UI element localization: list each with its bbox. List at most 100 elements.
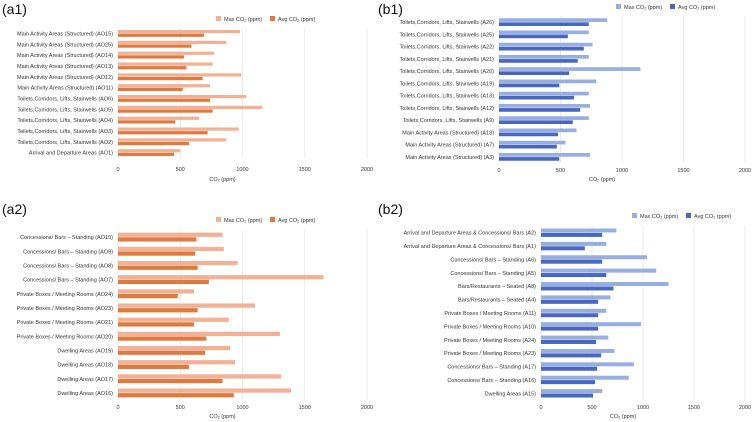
category-label: Concessions/ Bars – Standing (A17): [447, 365, 536, 371]
legend-swatch-avg: [270, 16, 275, 21]
bar-avg-co2: [541, 380, 596, 385]
bar-max-co2: [118, 84, 211, 88]
category-label: Private Boxes / Meeting Rooms (AO24): [17, 292, 113, 298]
bar-avg-co2: [541, 313, 599, 318]
bar-max-co2: [118, 374, 282, 379]
bar-max-co2: [499, 128, 577, 133]
legend-swatch-avg: [686, 213, 691, 218]
category-label: Private Boxes / Meeting Rooms (A10): [444, 324, 536, 330]
bar-max-co2: [499, 104, 591, 108]
bar-max-co2: [118, 116, 199, 120]
bar-max-co2: [499, 55, 589, 59]
bar-max-co2: [118, 29, 241, 34]
bar-avg-co2: [499, 59, 578, 63]
category-label: Toilets,Corridors, Lifts, Stairwells (A2…: [400, 32, 495, 38]
category-label: Toilets,Corridors, Lifts, Stairwells (A2…: [400, 20, 495, 26]
legend-swatch-avg: [270, 217, 275, 222]
bar-max-co2: [541, 389, 603, 394]
category-label: Bars/Restaurants – Seated (A4): [458, 298, 536, 304]
category-label: Main Activity Areas (Structured) (A18): [402, 130, 494, 136]
legend-swatch-max: [216, 217, 221, 222]
bar-max-co2: [118, 345, 231, 351]
bar-avg-co2: [118, 378, 223, 384]
bar-max-co2: [541, 228, 617, 233]
bar-avg-co2: [499, 108, 581, 112]
category-label: Toilets,Corridors, Lifts, Stairwells (A9…: [403, 118, 495, 124]
x-tick-label: 1000: [236, 405, 248, 411]
bar-max-co2: [499, 140, 566, 145]
x-axis-label: CO₂ (ppm): [209, 414, 235, 420]
bar-avg-co2: [118, 251, 196, 256]
category-label: Dwelling Areas (AO16): [57, 391, 113, 397]
bar-max-co2: [541, 241, 607, 246]
bar-max-co2: [499, 18, 608, 22]
bar-avg-co2: [499, 144, 557, 149]
bar-avg-co2: [541, 246, 585, 251]
bar-max-co2: [499, 116, 589, 120]
bar-avg-co2: [541, 286, 614, 291]
bar-max-co2: [118, 246, 224, 252]
category-label: Concessions/ Bars – Standing (AO8): [23, 263, 113, 269]
bar-avg-co2: [118, 55, 184, 59]
x-tick-label: 0: [116, 405, 119, 411]
bar-avg-co2: [541, 393, 594, 398]
legend-label-max: Max CO₂ (ppm): [624, 5, 662, 11]
panel-label-a2: (a2): [2, 201, 27, 217]
bar-avg-co2: [499, 83, 560, 88]
bar-avg-co2: [118, 393, 234, 398]
bar-avg-co2: [499, 95, 575, 100]
bar-max-co2: [118, 40, 227, 45]
category-label: Toilets,Corridors, Lifts, Stairwells (AO…: [17, 129, 113, 135]
category-label: Arrival and Departure Areas & Concession…: [404, 231, 537, 237]
x-tick-label: 2000: [361, 167, 373, 173]
bar-avg-co2: [499, 34, 568, 39]
x-tick-label: 1500: [299, 167, 311, 173]
x-tick-label: 0: [497, 168, 500, 174]
bar-max-co2: [118, 149, 181, 153]
bar-max-co2: [541, 308, 607, 313]
x-tick-label: 500: [587, 405, 596, 411]
x-tick-label: 1000: [637, 405, 649, 411]
bar-avg-co2: [118, 87, 183, 92]
category-label: Concessions/ Bars – Standing (AO9): [23, 249, 113, 255]
bar-max-co2: [541, 282, 669, 287]
bar-avg-co2: [541, 353, 602, 358]
category-label: Main Activity Areas (Structured) (AO15): [17, 31, 113, 37]
category-label: Arrival and Departure Areas (AO1): [29, 151, 113, 157]
bar-avg-co2: [499, 132, 559, 137]
x-tick-label: 500: [176, 405, 185, 411]
bar-max-co2: [499, 153, 591, 157]
category-label: Toilets,Corridors, Lifts, Stairwells (A1…: [400, 81, 495, 87]
legend-label-avg: Avg CO₂ (ppm): [278, 218, 315, 224]
bar-max-co2: [118, 331, 280, 337]
bar-max-co2: [118, 260, 238, 266]
legend-label-avg: Avg CO₂ (ppm): [694, 214, 731, 220]
bar-avg-co2: [118, 322, 194, 327]
category-label: Toilets,Corridors, Lifts, Stairwells (A2…: [400, 69, 495, 75]
bar-avg-co2: [118, 279, 209, 285]
bar-max-co2: [499, 30, 589, 35]
bar-avg-co2: [118, 141, 189, 146]
bar-avg-co2: [118, 364, 189, 370]
bar-max-co2: [499, 42, 593, 47]
bar-avg-co2: [118, 293, 178, 299]
category-label: Dwelling Areas (A15): [485, 391, 537, 397]
category-label: Toilets,Corridors, Lifts, Stairwells (A2…: [400, 45, 495, 51]
bar-max-co2: [499, 91, 589, 96]
bar-max-co2: [118, 275, 324, 280]
bar-avg-co2: [541, 326, 599, 331]
bar-avg-co2: [118, 237, 197, 242]
bar-max-co2: [541, 255, 648, 260]
x-axis-label: CO₂ (ppm): [589, 177, 615, 183]
category-label: Toilets,Corridors, Lifts, Stairwells (AO…: [17, 118, 113, 124]
x-tick-label: 1000: [616, 168, 628, 174]
bar-avg-co2: [118, 152, 175, 157]
bar-avg-co2: [118, 66, 187, 70]
panel-label-a1: (a1): [2, 1, 27, 17]
bar-avg-co2: [118, 33, 204, 37]
x-tick-label: 2000: [739, 168, 751, 174]
category-label: Concessions/ Bars – Standing (AO7): [23, 278, 113, 284]
category-label: Toilets,Corridors, Lifts, Stairwells (A1…: [400, 106, 495, 112]
bar-max-co2: [118, 388, 292, 393]
chart-panel-b2: (b2) Max CO₂ (ppm) Avg CO₂ (ppm) 0 500 1000 15…: [378, 201, 751, 420]
